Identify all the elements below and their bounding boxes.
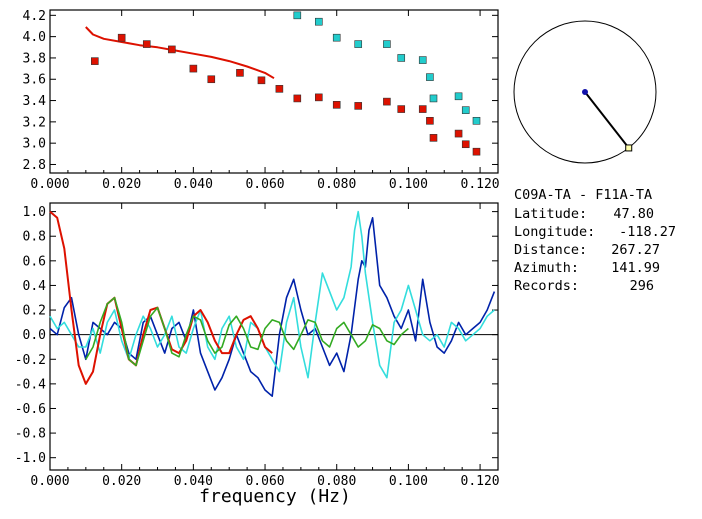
data-point [332,101,341,109]
x-tick-label: 0.000 [30,177,69,192]
data-point [293,94,302,103]
data-point [314,17,323,26]
data-point [189,64,198,73]
data-point [257,76,266,85]
x-tick-label: 0.060 [245,177,284,192]
y-tick-label: 3.2 [23,115,46,130]
data-point [207,75,216,84]
y-tick-label: 0.4 [23,279,47,294]
y-tick-label: 2.8 [23,158,46,173]
y-tick-label: 3.0 [23,137,46,152]
y-tick-label: -1.0 [15,451,46,466]
dispersion-ticks: 0.000 0.020 0.040 0.060 0.080 0.100 0.120 2.8 3.… [23,9,500,192]
station-b-marker [625,144,633,152]
data-point [383,97,391,106]
latitude-value: 47.80 [613,206,654,222]
dispersion-panel: 0.000 0.020 0.040 0.060 0.080 0.100 0.120 2.8 3.… [23,9,500,192]
x-tick-label: 0.040 [174,177,213,192]
longitude-value: -118.27 [619,224,676,240]
data-point [472,116,481,125]
x-axis-label: frequency (Hz) [199,486,351,507]
x-tick-label: 0.080 [317,474,356,489]
station-a-marker [582,89,588,95]
data-point [354,102,363,110]
data-point [461,140,470,149]
distance-label: Distance: [514,242,587,258]
data-point [332,33,341,42]
y-tick-label: 0.0 [23,328,46,343]
trace-ticks: 0.000 0.020 0.040 0.060 0.080 0.100 0.120 1.0 0.… [15,203,500,489]
data-point [293,11,302,20]
data-point [429,134,438,142]
data-point [426,73,434,81]
y-tick-label: -0.2 [15,353,46,368]
data-point [142,40,151,48]
data-point [314,93,323,102]
station-pair: C09A-TA - F11A-TA [514,187,652,203]
data-point [275,85,284,93]
data-point [236,69,244,77]
y-tick-label: 4.2 [23,9,46,24]
y-tick-label: 4.0 [23,30,46,45]
data-point [418,105,427,113]
x-tick-label: 0.000 [30,474,69,489]
x-tick-label: 0.120 [461,474,500,489]
trace-series [49,210,498,397]
y-tick-label: 0.8 [23,230,46,245]
x-tick-label: 0.120 [461,177,500,192]
x-tick-label: 0.020 [102,474,141,489]
trace-plot-frame [49,202,499,471]
data-point [91,57,99,65]
y-tick-label: -0.8 [15,427,46,442]
y-tick-label: 0.6 [23,254,46,269]
data-point [461,106,470,114]
data-point [397,105,406,113]
y-tick-label: 3.8 [23,51,46,66]
dispersion-series [85,11,481,156]
x-tick-label: 0.100 [389,474,428,489]
station-info: C09A-TA - F11A-TA Latitude: 47.80 Longit… [514,187,676,294]
data-point [472,147,481,156]
records-value: 296 [630,278,654,294]
dispersion-plot-frame [49,9,499,174]
x-tick-label: 0.100 [389,177,428,192]
data-point [418,56,427,64]
y-tick-label: -0.6 [15,402,46,417]
data-point [168,45,176,54]
data-point [429,94,438,103]
x-tick-label: 0.060 [245,474,284,489]
y-tick-label: -0.4 [15,377,46,392]
y-tick-label: 0.2 [23,304,46,319]
data-point [426,116,434,125]
data-point [383,40,391,48]
records-label: Records: [514,278,579,294]
y-tick-label: 3.4 [23,94,47,109]
y-tick-label: 1.0 [23,205,46,220]
distance-value: 267.27 [611,242,660,258]
data-point [454,92,463,101]
data-point [454,129,463,138]
azimuth-map [513,20,657,164]
map-circle [513,20,657,164]
latitude-label: Latitude: [514,206,587,222]
data-point [117,33,126,42]
data-point [354,40,363,48]
x-tick-label: 0.020 [102,177,141,192]
trace-panel: 0.000 0.020 0.040 0.060 0.080 0.100 0.120 1.0 0.… [15,202,500,507]
x-tick-label: 0.040 [174,474,213,489]
azimuth-label: Azimuth: [514,260,579,276]
series-line-trace-green [85,296,409,367]
x-tick-label: 0.080 [317,177,356,192]
azimuth-value: 141.99 [611,260,660,276]
path-line [584,91,630,149]
data-point [397,54,406,62]
y-tick-label: 3.6 [23,73,46,88]
longitude-label: Longitude: [514,224,595,240]
